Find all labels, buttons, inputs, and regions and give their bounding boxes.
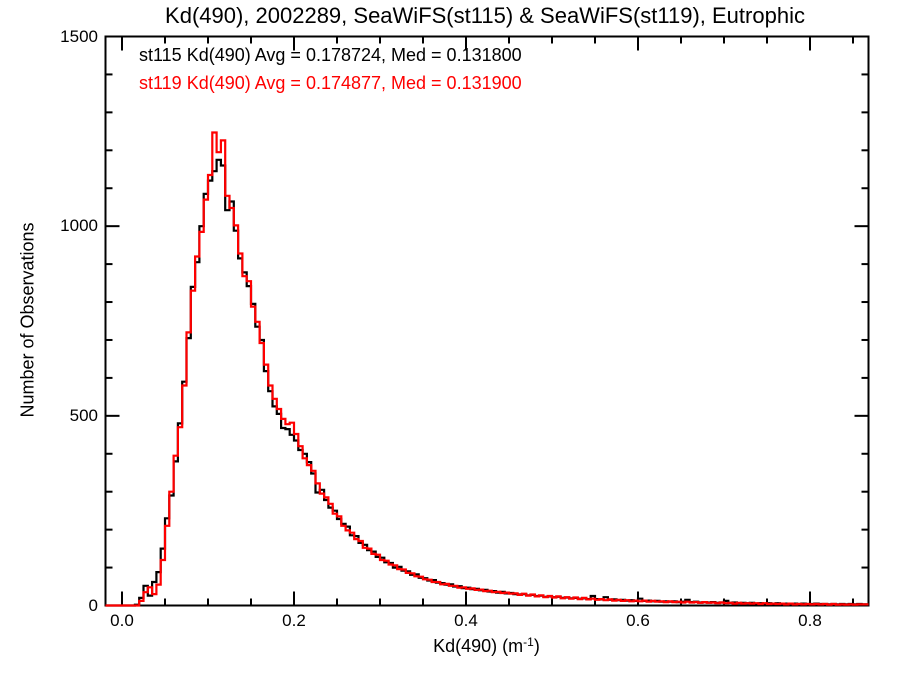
x-tick-label: 0.0 <box>110 611 134 630</box>
legend-st115: st115 Kd(490) Avg = 0.178724, Med = 0.13… <box>139 45 522 65</box>
st115-histogram-line <box>105 158 869 607</box>
x-axis-title-superscript: -1 <box>523 635 534 649</box>
x-tick-label: 0.6 <box>626 611 650 630</box>
y-tick-label: 0 <box>88 595 98 615</box>
x-tick-label: 0.8 <box>798 611 822 630</box>
x-tick-label: 0.4 <box>454 611 478 630</box>
x-axis-title-main: Kd(490) (m <box>433 636 524 656</box>
y-tick-label: 1000 <box>60 216 98 236</box>
x-tick-label: 0.2 <box>282 611 306 630</box>
y-axis-title: Number of Observations <box>17 222 38 418</box>
chart-title: Kd(490), 2002289, SeaWiFS(st115) & SeaWi… <box>165 3 805 28</box>
plot-frame <box>104 35 870 607</box>
st119-histogram-line <box>105 131 869 607</box>
y-tick-label: 500 <box>69 405 98 425</box>
legend-st119: st119 Kd(490) Avg = 0.174877, Med = 0.13… <box>139 73 522 93</box>
y-tick-label: 1500 <box>60 26 98 46</box>
x-axis-title-close: ) <box>533 636 540 656</box>
x-axis-title: Kd(490) (m-1) <box>105 635 868 657</box>
